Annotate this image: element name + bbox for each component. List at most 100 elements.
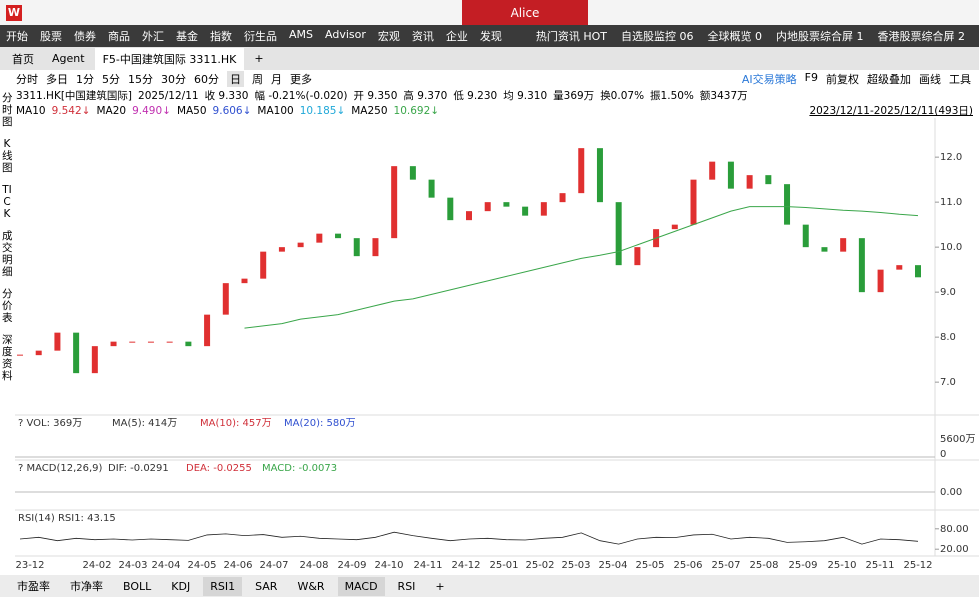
candle xyxy=(802,224,809,248)
user-tab[interactable]: Alice xyxy=(462,0,588,25)
side-tab[interactable]: 成交明细 xyxy=(2,230,13,278)
x-tick-label: 24-12 xyxy=(451,560,480,571)
candle xyxy=(241,278,248,284)
period-button[interactable]: 30分 xyxy=(161,73,186,86)
menu-item[interactable]: 外汇 xyxy=(142,30,164,43)
side-tab[interactable]: TICK xyxy=(2,184,12,220)
menu-item[interactable]: 自选股监控 06 xyxy=(621,30,694,43)
side-tab[interactable]: 深度资料 xyxy=(2,334,13,382)
indicator-tab[interactable]: 市净率 xyxy=(70,580,103,593)
menu-item[interactable]: 企业 xyxy=(445,30,468,43)
date-range[interactable]: 2023/12/11-2025/12/11(493日) xyxy=(809,105,973,117)
period-button[interactable]: 60分 xyxy=(194,73,219,86)
tool-button[interactable]: 画线 xyxy=(919,73,941,86)
period-toolbar: 分时 多日 1分 5分 15分 30分 60分日周月更多 AI交易策略 F9 前复权 超级叠加 画线工… xyxy=(0,70,979,88)
period-button[interactable]: 日 xyxy=(227,71,244,87)
x-tick-label: 24-03 xyxy=(118,560,147,571)
side-tab[interactable]: 分时图 xyxy=(2,92,13,128)
period-button[interactable]: 月 xyxy=(271,73,282,86)
tab[interactable]: 首页 xyxy=(12,52,34,66)
menu-left: 开始 股票 债券 商品 外汇 基金 指数 衍生品 AMS Advisor 宏观 资讯 企业 发现 xyxy=(6,28,514,44)
rsi-title: RSI(14) RSI1: 43.15 xyxy=(18,513,116,524)
candle xyxy=(484,202,491,212)
tab[interactable]: Agent xyxy=(52,52,85,65)
indicator-tab[interactable]: KDJ xyxy=(171,579,191,593)
price-pane xyxy=(15,118,935,415)
menu-item[interactable]: 全球概览 0 xyxy=(707,30,763,43)
periods: 分时 多日 1分 5分 15分 30分 60分日周月更多 xyxy=(16,71,320,87)
menu-item[interactable]: 债券 xyxy=(74,30,96,43)
menu-item[interactable]: 宏观 xyxy=(377,30,400,43)
rsi-line xyxy=(19,531,919,545)
period-button[interactable]: 周 xyxy=(252,73,263,86)
candle xyxy=(316,233,323,243)
sidebar: 分时图 K线图 TICK 成交明细分价表深度资料 xyxy=(0,92,14,392)
period-button[interactable]: 更多 xyxy=(290,73,312,86)
x-tick-label: 25-05 xyxy=(635,560,664,571)
menu-item[interactable]: Advisor xyxy=(325,28,366,41)
menu-item[interactable]: 发现 xyxy=(479,30,502,43)
tool-button[interactable]: 前复权 xyxy=(826,73,859,86)
tool-button[interactable]: AI交易策略 xyxy=(741,73,797,86)
indicator-tab[interactable]: RSI xyxy=(397,579,416,593)
rsi-tick-label: 20.00 xyxy=(940,544,969,555)
indicator-tab[interactable]: 市盈率 xyxy=(17,580,50,593)
indicator-tab[interactable]: MACD xyxy=(337,576,385,596)
candle xyxy=(129,341,136,343)
menu-item[interactable]: 资讯 xyxy=(411,30,434,43)
rsi-tick-label: 80.00 xyxy=(940,524,969,535)
ma-name: MA20 xyxy=(96,104,127,117)
menu-item[interactable]: 指数 xyxy=(210,30,232,43)
menu-item[interactable]: 开始 xyxy=(6,30,28,43)
menu-item[interactable]: 基金 xyxy=(176,30,198,43)
menu-bar: 开始 股票 债券 商品 外汇 基金 指数 衍生品 AMS Advisor 宏观 资讯 企业 发现 热门资讯 … xyxy=(0,25,979,47)
menu-item[interactable]: 香港股票综合屏 2 xyxy=(877,30,966,43)
macd-value: MACD: -0.0073 xyxy=(262,463,337,474)
indicator-tab[interactable]: RSI1 xyxy=(203,576,243,596)
menu-item[interactable]: AMS xyxy=(289,28,313,41)
menu-item[interactable]: 热门资讯 HOT xyxy=(535,30,607,43)
period-button[interactable]: 分时 xyxy=(16,73,38,86)
indicator-tab[interactable]: + xyxy=(435,579,445,593)
title-bar: W Alice xyxy=(0,0,979,25)
vol-title: ? VOL: 369万 xyxy=(18,418,82,429)
candle xyxy=(559,193,566,203)
quote-field: 高 9.370 xyxy=(403,90,448,102)
period-button[interactable]: 多日 xyxy=(46,73,68,86)
candle xyxy=(915,265,921,278)
menu-item[interactable]: 衍生品 xyxy=(244,30,277,43)
menu-item[interactable]: 内地股票综合屏 1 xyxy=(776,30,864,43)
candle xyxy=(727,161,734,189)
x-tick-label: 25-12 xyxy=(903,560,932,571)
quote-field: 均 9.310 xyxy=(503,90,548,102)
tab[interactable]: + xyxy=(254,52,264,65)
candle xyxy=(709,161,716,180)
candle xyxy=(746,175,753,189)
side-tab[interactable]: K线图 xyxy=(2,138,13,174)
ma-name: MA100 xyxy=(257,104,294,117)
tool-button[interactable]: 工具 xyxy=(949,73,971,86)
period-button[interactable]: 1分 xyxy=(76,73,94,86)
indicator-tab[interactable]: SAR xyxy=(255,579,278,593)
candle xyxy=(784,184,791,225)
tool-button[interactable]: F9 xyxy=(804,71,818,84)
candle xyxy=(166,341,173,343)
tool-button[interactable]: 超级叠加 xyxy=(867,73,911,86)
quote-field: 换0.07% xyxy=(600,90,645,102)
period-button[interactable]: 15分 xyxy=(128,73,153,86)
indicator-tab[interactable]: BOLL xyxy=(123,579,152,593)
period-button[interactable]: 5分 xyxy=(102,73,120,86)
candle xyxy=(522,206,529,216)
indicator-tab[interactable]: W&R xyxy=(297,579,325,593)
candle xyxy=(877,269,884,293)
menu-item[interactable]: 股票 xyxy=(40,30,62,43)
quote-field: 开 9.350 xyxy=(353,90,398,102)
candle xyxy=(372,238,379,257)
quote-line: 3311.HK[中国建筑国际] 2025/12/11 收 9.330 幅 -0.21%… xyxy=(0,88,979,103)
candle xyxy=(634,247,641,266)
x-tick-label: 24-04 xyxy=(151,560,180,571)
candle xyxy=(765,175,772,185)
menu-item[interactable]: 商品 xyxy=(108,30,130,43)
tab[interactable]: F5-中国建筑国际 3311.HK xyxy=(94,47,245,70)
side-tab[interactable]: 分价表 xyxy=(2,288,13,324)
